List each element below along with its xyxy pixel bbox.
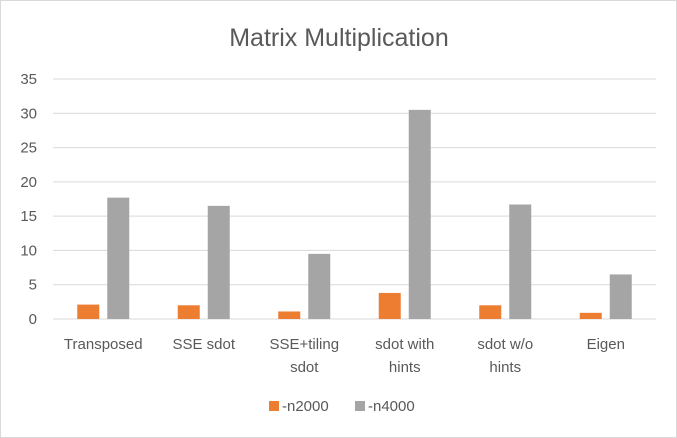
category-label: SSE sdot [172, 336, 235, 353]
chart-title: Matrix Multiplication [229, 24, 449, 52]
bar-n4000-4 [509, 204, 532, 319]
category-label: hints [489, 359, 521, 376]
y-tick-label: 35 [20, 71, 37, 88]
category-label: hints [389, 359, 421, 376]
bar-n2000-1 [177, 305, 200, 319]
y-tick-label: 20 [20, 174, 37, 191]
y-tick-label: 15 [20, 208, 37, 225]
bar-n2000-3 [378, 292, 401, 319]
category-label: Eigen [587, 336, 625, 353]
bar-n4000-1 [207, 205, 230, 319]
legend-label: -n2000 [282, 398, 329, 415]
y-tick-label: 0 [29, 311, 37, 328]
y-tick-label: 10 [20, 242, 37, 259]
bars [77, 109, 632, 319]
legend: -n2000 -n4000 [269, 398, 415, 415]
legend-swatch [269, 401, 279, 411]
category-label: Transposed [64, 336, 143, 353]
bar-n2000-2 [278, 311, 301, 319]
category-label: sdot [290, 359, 319, 376]
gridlines [53, 78, 656, 320]
bar-n2000-5 [579, 312, 602, 319]
category-label: sdot with [375, 336, 434, 353]
y-tick-label: 5 [29, 277, 37, 294]
bar-n4000-3 [408, 109, 431, 319]
y-tick-label: 25 [20, 140, 37, 157]
y-axis-ticks: 0 5 10 15 20 25 30 35 [20, 71, 37, 328]
bar-n2000-0 [77, 304, 100, 319]
legend-swatch [355, 401, 365, 411]
bar-n2000-4 [479, 305, 502, 319]
bar-n4000-0 [107, 197, 130, 319]
bar-n4000-2 [308, 253, 331, 319]
bar-n4000-5 [609, 274, 632, 319]
category-label: SSE+tiling [269, 336, 339, 353]
legend-label: -n4000 [368, 398, 415, 415]
y-tick-label: 30 [20, 105, 37, 122]
x-axis-categories: Transposed SSE sdot SSE+tiling sdot sdot wit… [64, 336, 625, 376]
category-label: sdot w/o [477, 336, 533, 353]
